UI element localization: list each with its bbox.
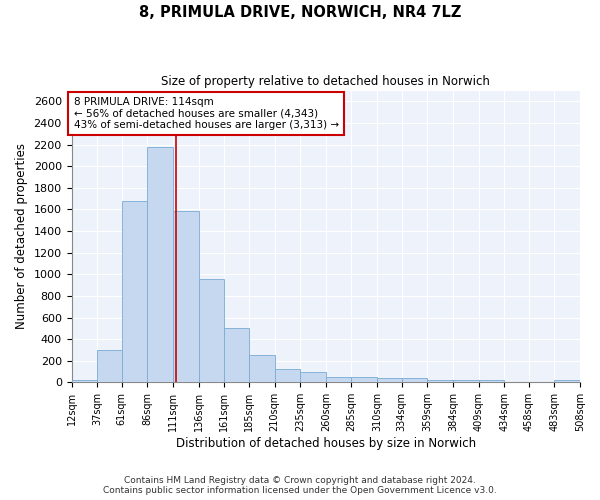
Bar [401,378,427,382]
Text: 8 PRIMULA DRIVE: 114sqm
← 56% of detached houses are smaller (4,343)
43% of semi: 8 PRIMULA DRIVE: 114sqm ← 56% of detache… [74,97,339,130]
Bar [275,370,300,382]
Text: Contains HM Land Registry data © Crown copyright and database right 2024.
Contai: Contains HM Land Registry data © Crown c… [103,476,497,495]
Bar [300,372,326,382]
Bar [453,380,479,382]
Bar [554,380,580,382]
Bar [97,350,122,382]
Title: Size of property relative to detached houses in Norwich: Size of property relative to detached ho… [161,75,490,88]
Bar [173,210,199,382]
Bar [479,380,504,382]
Bar [122,201,148,382]
X-axis label: Distribution of detached houses by size in Norwich: Distribution of detached houses by size … [176,437,476,450]
Bar [249,356,275,382]
Bar [377,378,401,382]
Bar [224,328,249,382]
Bar [352,377,377,382]
Bar [148,148,173,382]
Bar [71,380,97,382]
Bar [326,377,352,382]
Y-axis label: Number of detached properties: Number of detached properties [15,144,28,330]
Text: 8, PRIMULA DRIVE, NORWICH, NR4 7LZ: 8, PRIMULA DRIVE, NORWICH, NR4 7LZ [139,5,461,20]
Bar [427,380,453,382]
Bar [199,278,224,382]
